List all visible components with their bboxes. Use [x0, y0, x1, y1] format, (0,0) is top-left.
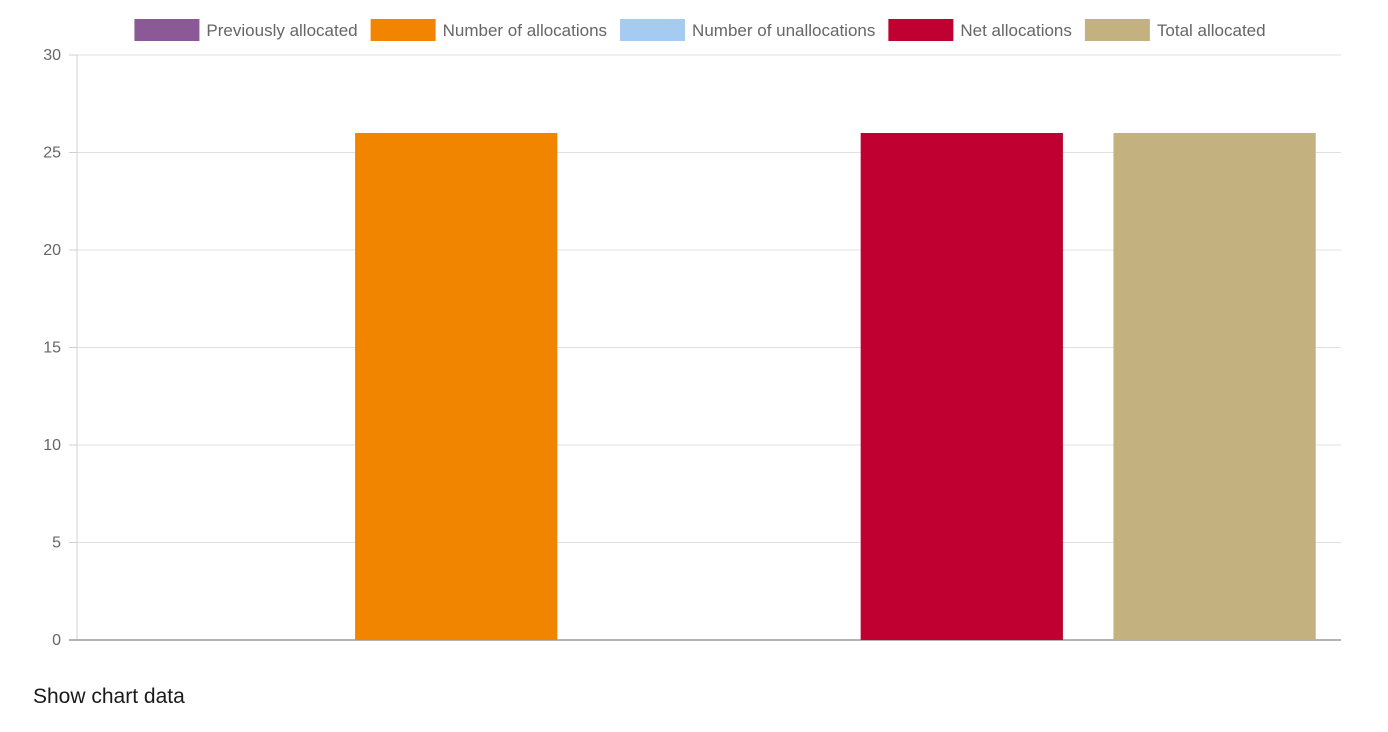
bar-chart: Previously allocated Number of allocation… [43, 19, 1341, 649]
bar-net-allocations[interactable] [860, 133, 1063, 640]
y-tick-label: 25 [43, 145, 61, 162]
y-tick-label: 0 [52, 632, 61, 649]
chart-bars [355, 133, 1316, 640]
chart-gridlines [77, 54, 1341, 641]
chart-legend: Previously allocated Number of allocation… [134, 19, 1266, 41]
y-tick-label: 10 [43, 437, 61, 454]
bar-number-of-allocations[interactable] [355, 133, 558, 640]
legend-swatch[interactable] [1084, 19, 1150, 41]
legend-label[interactable]: Previously allocated [206, 21, 357, 40]
y-tick-label: 30 [43, 47, 61, 64]
legend-label[interactable]: Net allocations [960, 21, 1072, 40]
y-tick-label: 20 [43, 242, 61, 259]
legend-swatch[interactable] [134, 19, 200, 41]
legend-swatch[interactable] [620, 19, 686, 41]
bar-total-allocated[interactable] [1113, 133, 1316, 640]
y-tick-label: 15 [43, 340, 61, 357]
y-tick-label: 5 [52, 535, 61, 552]
legend-label[interactable]: Number of allocations [443, 21, 607, 40]
legend-label[interactable]: Number of unallocations [692, 21, 875, 40]
legend-swatch[interactable] [888, 19, 954, 41]
legend-label[interactable]: Total allocated [1157, 21, 1266, 40]
show-chart-data-link[interactable]: Show chart data [33, 685, 185, 708]
legend-swatch[interactable] [370, 19, 436, 41]
